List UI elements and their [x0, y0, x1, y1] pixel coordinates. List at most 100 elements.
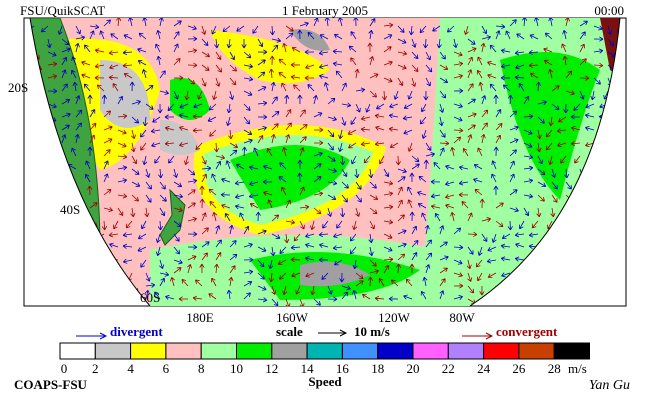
- wind-arrow: [268, 272, 274, 283]
- signature: Yan Gu: [589, 378, 630, 393]
- wind-arrow: [173, 31, 180, 40]
- wind-arrow: [467, 285, 475, 294]
- wind-arrow: [411, 239, 419, 248]
- wind-arrow: [226, 103, 232, 114]
- wind-arrow: [168, 155, 175, 164]
- wind-arrow: [476, 69, 483, 79]
- legend-convergent: convergent: [496, 324, 558, 339]
- wind-arrow: [607, 155, 613, 165]
- wind-arrow: [145, 103, 154, 110]
- wind-arrow: [278, 72, 287, 79]
- wind-arrow: [75, 109, 83, 118]
- wind-arrow: [270, 133, 276, 144]
- wind-arrow: [523, 298, 533, 304]
- wind-arrow: [614, 189, 620, 196]
- wind-arrow: [537, 100, 547, 106]
- wind-arrow: [495, 220, 504, 228]
- wind-arrow: [593, 36, 604, 42]
- wind-arrow: [564, 220, 570, 231]
- wind-arrow: [467, 98, 476, 105]
- wind-arrow: [243, 51, 252, 59]
- wind-arrow: [452, 38, 458, 49]
- wind-arrow: [425, 77, 431, 87]
- wind-arrow: [47, 259, 57, 265]
- wind-arrow: [519, 220, 525, 230]
- wind-arrow: [395, 155, 401, 166]
- wind-arrow: [201, 212, 207, 222]
- wind-arrow: [187, 62, 198, 68]
- wind-arrow: [615, 201, 620, 209]
- wind-arrow: [495, 122, 503, 131]
- wind-arrow: [155, 43, 161, 53]
- wind-arrow: [407, 199, 413, 209]
- wind-arrow: [299, 147, 305, 157]
- wind-arrow: [411, 51, 419, 60]
- wind-arrow: [374, 141, 385, 147]
- wind-arrow: [383, 168, 390, 178]
- wind-arrow: [74, 42, 80, 53]
- wind-arrow: [620, 264, 624, 273]
- wind-arrow: [80, 258, 91, 264]
- lon-label: 80W: [449, 310, 475, 325]
- wind-arrow: [117, 154, 128, 160]
- wind-arrow: [40, 25, 49, 33]
- wind-arrow: [389, 142, 399, 149]
- wind-arrow: [199, 263, 205, 274]
- wind-arrow: [243, 90, 253, 96]
- wind-arrow: [89, 202, 98, 209]
- legend-divergent: divergent: [110, 324, 163, 339]
- colorbar-swatch: [483, 342, 520, 360]
- wind-arrow: [355, 181, 362, 190]
- wind-arrow: [285, 122, 292, 131]
- wind-arrow: [453, 259, 463, 265]
- wind-arrow: [282, 285, 288, 296]
- colorbar-tick-label: 22: [442, 361, 455, 376]
- wind-arrow: [548, 155, 554, 166]
- wind-arrow: [229, 64, 237, 72]
- field-patch: [500, 52, 600, 200]
- wind-arrow: [585, 103, 595, 109]
- wind-arrow: [87, 146, 93, 157]
- wind-arrow: [145, 181, 152, 190]
- wind-arrow: [615, 103, 620, 111]
- wind-arrow: [590, 90, 596, 101]
- wind-arrow: [145, 168, 151, 178]
- wind-arrow: [159, 194, 167, 202]
- wind-arrow: [144, 207, 150, 218]
- wind-arrow: [558, 116, 567, 123]
- wind-arrow: [411, 64, 419, 73]
- wind-arrow: [495, 30, 501, 40]
- wind-arrow: [103, 173, 109, 183]
- wind-arrow: [313, 127, 324, 133]
- wind-arrow: [201, 173, 207, 183]
- wind-arrow: [305, 272, 315, 278]
- wind-arrow: [268, 259, 274, 270]
- wind-arrow: [151, 142, 161, 148]
- wind-arrow: [327, 155, 336, 162]
- wind-arrow: [495, 109, 502, 118]
- wind-arrow: [193, 103, 203, 109]
- wind-arrow: [117, 193, 128, 199]
- wind-arrow: [409, 211, 415, 222]
- wind-arrow: [408, 25, 414, 36]
- wind-arrow: [516, 272, 525, 279]
- wind-arrow: [439, 147, 445, 157]
- wind-arrow: [438, 116, 444, 127]
- wind-arrow: [173, 75, 184, 81]
- wind-arrow: [284, 94, 290, 105]
- wind-arrow: [192, 295, 203, 301]
- colorbar-tick-label: 6: [163, 361, 170, 376]
- wind-arrow: [369, 73, 379, 79]
- time: 00:00: [594, 3, 624, 18]
- wind-arrow: [545, 129, 553, 138]
- map-outline: [29, 17, 621, 307]
- wind-arrow: [44, 146, 50, 157]
- wind-arrow: [192, 127, 203, 134]
- wind-arrow: [535, 81, 541, 92]
- wind-arrow: [52, 165, 63, 171]
- wind-arrow: [584, 296, 595, 302]
- wind-arrow: [481, 217, 491, 223]
- wind-arrow: [390, 279, 399, 287]
- wind-arrow: [335, 70, 343, 79]
- colorbar-title: Speed: [308, 374, 342, 389]
